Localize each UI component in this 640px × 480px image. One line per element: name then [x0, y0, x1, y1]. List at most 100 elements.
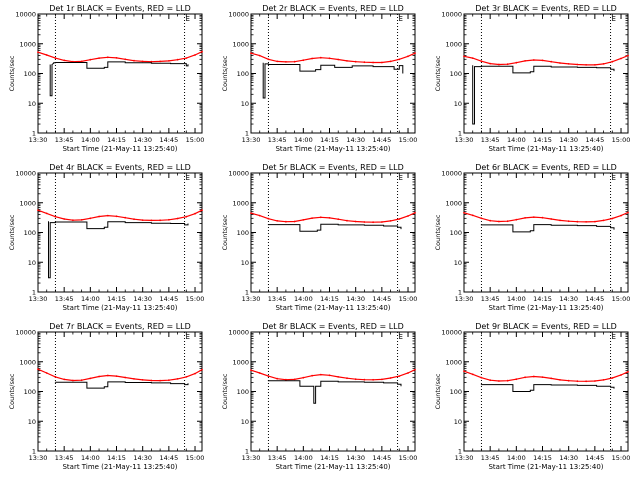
lld-point: [602, 379, 605, 381]
lld-point: [72, 379, 74, 382]
x-tick-label: 13:45: [268, 454, 287, 462]
lld-point: [276, 377, 279, 380]
x-tick-label: 14:15: [533, 295, 552, 303]
lld-point: [550, 377, 553, 380]
x-tick-label: 13:30: [242, 454, 261, 462]
chart-panel-7: Det 7r BLACK = Events, RED = LLD 1 10 100 10…: [8, 322, 204, 471]
series-events-line: [48, 221, 189, 279]
lld-point: [319, 373, 322, 376]
y-tick-label: 1000: [445, 40, 462, 48]
plot-frame: [463, 13, 629, 134]
series-lld-line: [37, 368, 203, 382]
lld-point: [480, 376, 483, 379]
series-lld-line: [463, 211, 629, 223]
lld-point: [168, 60, 170, 62]
lld-point: [106, 374, 109, 377]
lld-point: [258, 214, 261, 217]
lld-point: [89, 58, 92, 61]
lld-point: [285, 378, 287, 381]
lld-point: [471, 214, 474, 217]
y-tick-label: 1: [32, 289, 36, 297]
lld-point: [611, 217, 614, 220]
lld-point: [45, 54, 48, 56]
x-axis-label: Start Time (21-May-11 13:25:40): [62, 304, 177, 312]
lld-point: [194, 54, 196, 56]
lld-point: [489, 379, 492, 382]
x-tick-label: 14:15: [320, 454, 339, 462]
lld-point: [567, 63, 570, 65]
lld-point: [550, 218, 553, 220]
y-tick-label: 1: [32, 448, 36, 456]
y-tick-label: 100: [237, 388, 249, 396]
lld-point: [194, 372, 196, 375]
lld-point: [115, 215, 118, 218]
lld-point: [80, 60, 83, 63]
lld-point: [407, 372, 409, 374]
x-tick-label: 13:45: [481, 136, 500, 144]
lld-point: [346, 377, 348, 380]
x-tick-label: 14:00: [294, 295, 313, 303]
lld-point: [354, 220, 357, 223]
lld-point: [337, 376, 340, 378]
lld-point: [45, 212, 48, 215]
lld-point: [267, 375, 270, 377]
chart-panel-5: Det 5r BLACK = Events, RED = LLD 1 10 100 10…: [221, 163, 417, 312]
lld-point: [133, 218, 135, 221]
x-tick-label: 14:00: [81, 136, 100, 144]
chart-panel-6: Det 6r BLACK = Events, RED = LLD 1 10 100 10…: [434, 163, 630, 312]
marker-label: E: [612, 174, 616, 182]
lld-point: [124, 376, 127, 379]
lld-point: [381, 61, 383, 64]
chart-panel-2: Det 2r BLACK = Events, RED = LLD 1 10 100 10…: [221, 4, 417, 153]
x-tick-label: 14:30: [346, 295, 365, 303]
x-tick-label: 15:00: [399, 136, 418, 144]
x-tick-label: 14:00: [507, 136, 526, 144]
lld-point: [185, 376, 188, 378]
x-tick-label: 13:45: [481, 454, 500, 462]
marker-label: E: [186, 15, 190, 23]
lld-point: [407, 55, 409, 58]
lld-point: [185, 57, 188, 59]
y-tick-label: 100: [450, 388, 462, 396]
y-tick-label: 100: [450, 70, 462, 78]
x-tick-label: 14:15: [320, 136, 339, 144]
y-tick-label: 100: [450, 229, 462, 237]
lld-point: [594, 64, 596, 66]
lld-point: [98, 57, 100, 59]
lld-point: [532, 216, 535, 219]
lld-point: [576, 63, 579, 66]
lld-point: [515, 61, 518, 64]
chart-title: Det 1r BLACK = Events, RED = LLD: [49, 4, 191, 13]
x-axis-label: Start Time (21-May-11 13:25:40): [488, 304, 603, 312]
lld-point: [354, 60, 357, 63]
lld-point: [98, 215, 100, 218]
y-tick-label: 10000: [228, 170, 249, 178]
x-tick-label: 15:00: [612, 454, 631, 462]
x-tick-label: 14:30: [559, 136, 578, 144]
x-tick-label: 14:30: [346, 136, 365, 144]
lld-point: [567, 220, 570, 223]
chart-title: Det 6r BLACK = Events, RED = LLD: [475, 163, 617, 172]
x-tick-label: 14:00: [507, 295, 526, 303]
lld-point: [559, 219, 561, 222]
x-tick-label: 14:15: [107, 295, 126, 303]
lld-point: [620, 374, 622, 376]
x-tick-label: 13:45: [55, 295, 74, 303]
x-tick-label: 14:45: [585, 295, 604, 303]
lld-point: [150, 379, 153, 382]
plot-frame: [250, 13, 416, 134]
x-tick-label: 13:30: [455, 136, 474, 144]
lld-point: [302, 219, 305, 221]
lld-point: [302, 59, 305, 62]
lld-point: [480, 217, 483, 220]
x-tick-label: 14:15: [533, 454, 552, 462]
x-tick-label: 15:00: [612, 295, 631, 303]
marker-label: E: [399, 174, 403, 182]
y-tick-label: 1000: [19, 40, 36, 48]
lld-point: [124, 216, 127, 219]
lld-point: [37, 209, 39, 212]
lld-point: [185, 215, 188, 218]
x-tick-label: 13:30: [455, 295, 474, 303]
lld-point: [150, 60, 153, 63]
lld-point: [176, 58, 179, 61]
